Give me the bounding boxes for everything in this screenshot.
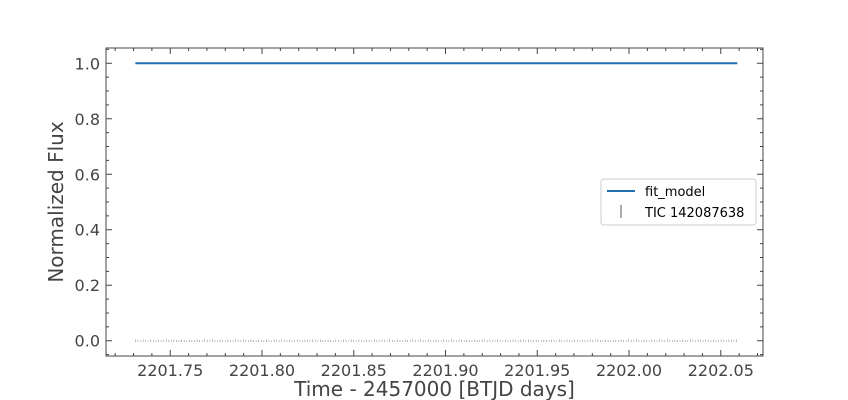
axis-ticks: 0.0 0.2 0.4 0.6 0.8 1.0 2201.75 2201.80 2201.85 2… [75,48,763,380]
legend-box [600,178,757,226]
data-points-layer [135,339,737,342]
y-tick-label: 1.0 [75,54,100,73]
legend-label-tic: TIC 142087638 [644,206,744,221]
x-tick-label: 2201.75 [137,361,203,380]
legend-label-fit-model: fit_model [645,185,705,200]
x-tick-label: 2202.00 [596,361,662,380]
y-tick-label: 0.6 [75,165,100,184]
y-tick-label: 0.0 [75,332,100,351]
y-tick-label: 0.2 [75,276,100,295]
y-tick-label: 0.8 [75,110,100,129]
y-axis-label: Normalized Flux [44,121,68,283]
x-tick-label: 2201.85 [321,361,387,380]
legend: fit_model TIC 142087638 [600,178,757,226]
x-tick-label: 2201.80 [229,361,295,380]
x-tick-label: 2202.05 [688,361,754,380]
x-tick-label: 2201.95 [504,361,570,380]
y-tick-label: 0.4 [75,221,100,240]
x-axis-label: Time - 2457000 [BTJD days] [293,377,575,400]
x-tick-label: 2201.90 [412,361,478,380]
